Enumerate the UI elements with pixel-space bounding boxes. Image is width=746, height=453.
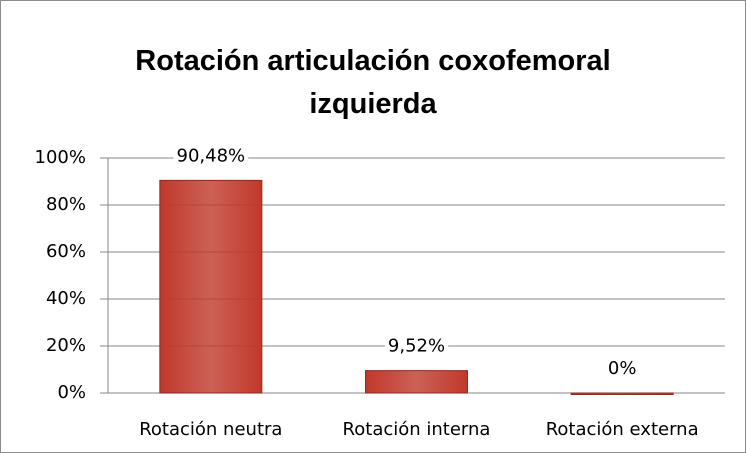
data-label: 0%: [608, 358, 637, 379]
data-label-bg: [604, 358, 640, 379]
chart-title: Rotación articulación coxofemoral izquie…: [135, 45, 611, 120]
y-tick-label: 20%: [46, 335, 86, 356]
data-label-bg: [384, 335, 449, 357]
x-tick-label: Rotación interna: [343, 419, 491, 440]
bar: [365, 370, 468, 394]
bar: [570, 392, 674, 395]
y-tick-label: 0%: [57, 382, 86, 403]
y-tick-label: 80%: [46, 194, 86, 215]
x-tick-label: Rotación externa: [546, 419, 699, 440]
y-tick-label: 100%: [35, 147, 86, 168]
data-label-bg: [173, 145, 249, 167]
bar: [159, 179, 263, 394]
data-label: 90,48%: [177, 145, 246, 166]
x-tick-label: Rotación neutra: [139, 419, 282, 440]
y-tick-label: 40%: [46, 288, 86, 309]
y-tick-label: 60%: [46, 241, 86, 262]
data-label: 9,52%: [388, 336, 445, 357]
